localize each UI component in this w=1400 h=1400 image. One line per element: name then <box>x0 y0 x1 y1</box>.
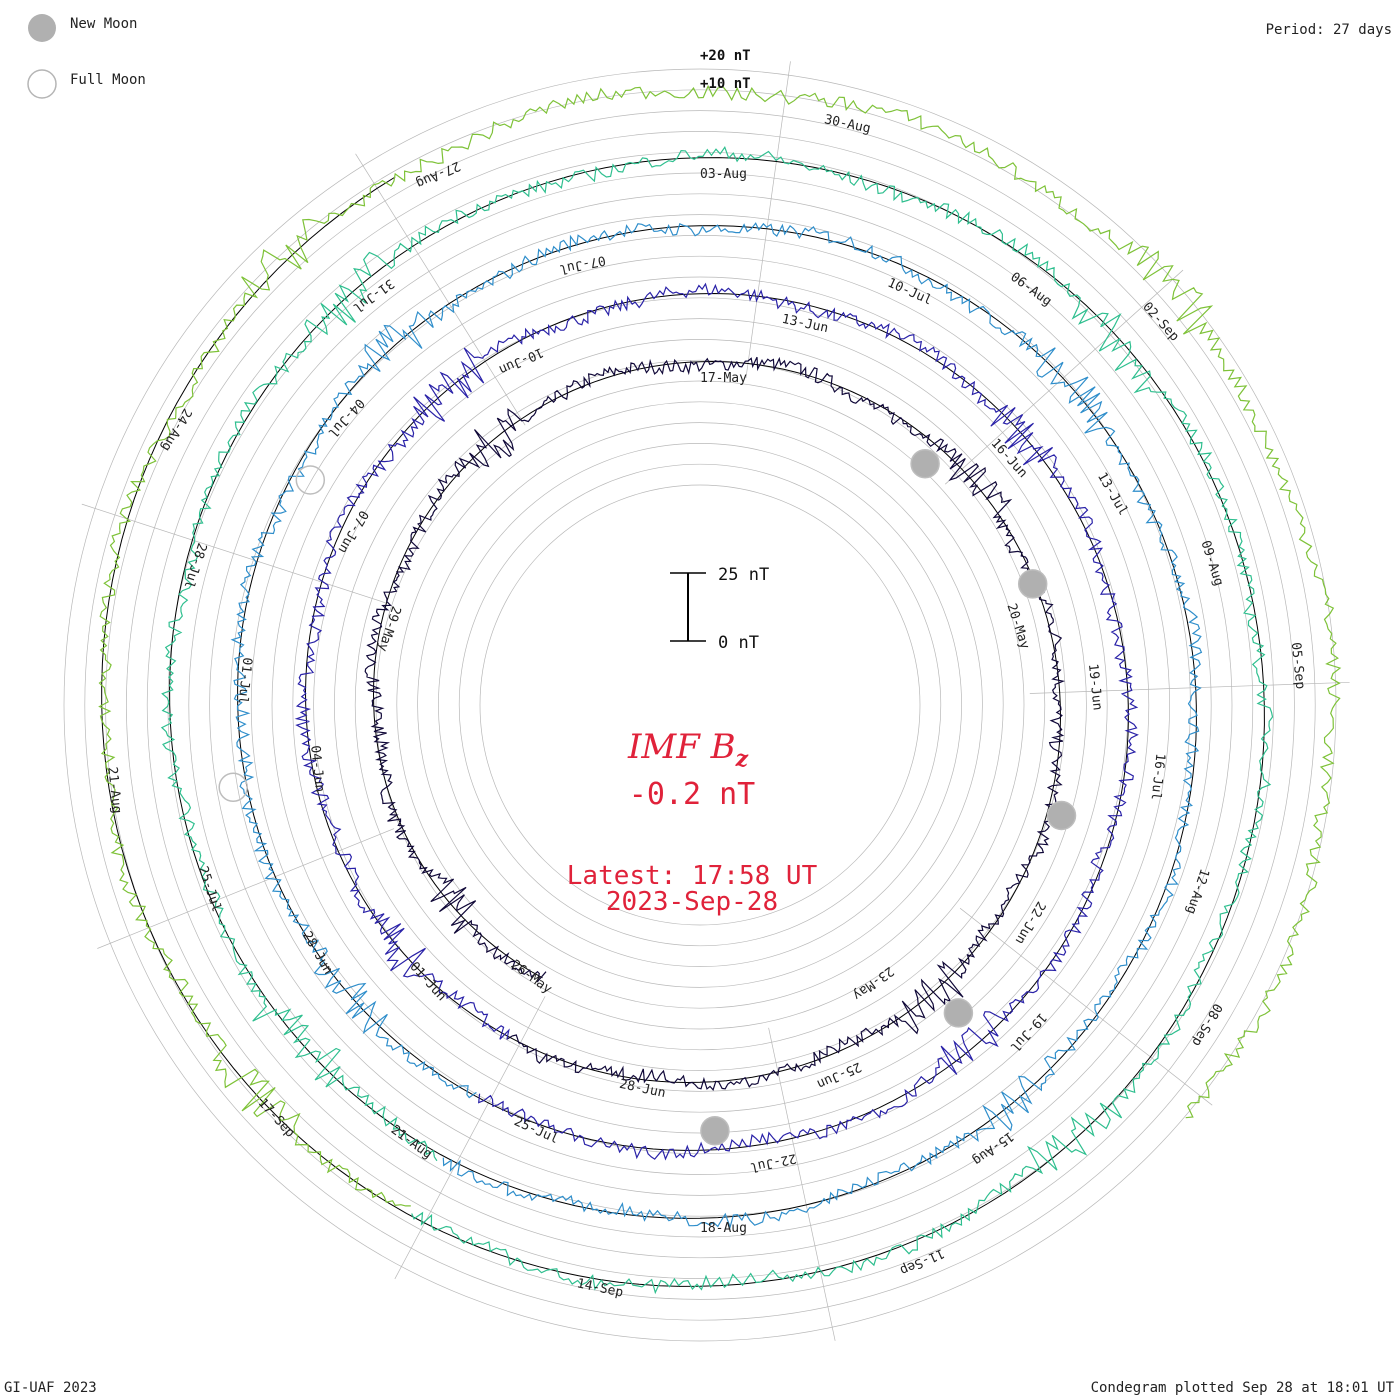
ring-trace <box>160 146 1274 1295</box>
new-moon-marker <box>1017 569 1048 599</box>
date-label: 03-Aug <box>700 167 747 182</box>
grid-spoke <box>945 269 1184 485</box>
scale-label-second: +10 nT <box>700 76 751 92</box>
grid-spoke <box>1029 681 1350 694</box>
center-title-subscript: z <box>735 746 749 772</box>
date-label: 01-Jun <box>406 959 449 1004</box>
grid-circle <box>334 339 1066 1071</box>
center-title: IMF Bz <box>627 727 749 772</box>
grid-circle <box>230 235 1170 1175</box>
date-label: 09-Aug <box>1197 539 1226 588</box>
ring-trace <box>364 356 1066 1091</box>
date-label: 13-Jun <box>780 312 829 336</box>
full-moon-marker <box>295 465 326 495</box>
grid-circle <box>146 151 1254 1259</box>
date-label: 20-May <box>1003 602 1032 651</box>
grid-spoke <box>959 907 1213 1106</box>
scale-label-top: +20 nT <box>700 48 751 64</box>
new-moon-marker <box>1046 800 1077 831</box>
ring-trace <box>98 84 1342 1207</box>
footer-plot-time: Condegram plotted Sep 28 at 18:01 UT <box>1090 1380 1394 1396</box>
new-moon-marker <box>943 998 974 1028</box>
scale-bar-top-label: 25 nT <box>718 565 769 585</box>
grid-circle <box>167 172 1233 1238</box>
date-label: 22-Jul <box>749 1150 798 1174</box>
date-label: 10-Jun <box>496 344 545 377</box>
grid-circle <box>292 297 1108 1113</box>
grid-circle <box>209 214 1191 1196</box>
grid-circle <box>188 193 1212 1217</box>
new-moon-marker <box>700 1115 730 1146</box>
scale-bar-bottom-label: 0 nT <box>718 633 759 653</box>
date-label: 23-May <box>849 963 896 1003</box>
full-moon-marker <box>218 772 248 803</box>
grid-circle <box>458 463 942 947</box>
new-moon-icon <box>28 14 56 42</box>
new-moon-legend-label: New Moon <box>70 16 137 32</box>
date-label: 25-Jun <box>814 1059 863 1092</box>
period-label: Period: 27 days <box>1265 22 1392 38</box>
date-label: 07-Jul <box>558 252 607 276</box>
date-label: 26-May <box>508 957 555 997</box>
date-label: 18-Aug <box>700 1221 747 1236</box>
grid-spoke <box>745 61 791 379</box>
full-moon-icon <box>27 69 57 99</box>
grid-spoke <box>768 1027 836 1341</box>
grid-circle <box>438 443 962 967</box>
grid-circle <box>84 89 1316 1321</box>
date-label: 08-Sep <box>1188 1001 1225 1049</box>
date-label: 25-Jul <box>195 865 224 914</box>
date-label: 30-Aug <box>823 112 872 136</box>
grid-spoke <box>81 503 387 604</box>
full-moon-legend-label: Full Moon <box>70 72 146 88</box>
date-label: 28-Jul <box>180 541 209 590</box>
ring-trace <box>230 222 1203 1229</box>
date-label: 01-Jul <box>235 657 255 705</box>
grid-circle <box>63 68 1337 1342</box>
center-value: -0.2 nT <box>629 777 755 812</box>
date-label: 05-Sep <box>1288 642 1308 690</box>
date-label: 06-Aug <box>1007 270 1054 310</box>
date-label: 16-Jul <box>1148 753 1168 801</box>
date-label: 19-Jun <box>1085 663 1105 711</box>
ring-trace <box>294 282 1139 1161</box>
date-label: 04-Jun <box>307 745 327 793</box>
grid-circle <box>417 422 983 988</box>
date-label: 21-Aug <box>104 766 124 814</box>
grid-circle <box>479 484 921 926</box>
date-label: 29-May <box>374 604 403 653</box>
grid-circle <box>375 380 1025 1030</box>
latest-date: 2023-Sep-28 <box>606 887 778 917</box>
grid-lines <box>63 61 1350 1342</box>
date-label: 25-Jul <box>512 1114 561 1147</box>
date-label: 21-Aug <box>388 1123 435 1163</box>
latest-time: Latest: 17:58 UT <box>567 861 818 891</box>
grid-circle <box>396 401 1004 1009</box>
date-label: 02-Sep <box>1139 300 1182 345</box>
moon-markers <box>218 448 1077 1146</box>
new-moon-marker <box>910 448 940 479</box>
center-title-main: IMF B <box>627 727 736 767</box>
date-label: 28-Jun <box>618 1077 667 1101</box>
grid-circle <box>271 276 1129 1134</box>
footer-credit: GI-UAF 2023 <box>4 1380 97 1396</box>
scale-bar <box>670 572 706 642</box>
grid-circle <box>354 359 1046 1051</box>
date-label: 14-Sep <box>575 1276 624 1300</box>
grid-spoke <box>97 828 395 949</box>
grid-circle <box>250 255 1150 1155</box>
grid-circle <box>105 110 1295 1300</box>
grid-circle <box>126 131 1274 1279</box>
date-label: 17-May <box>700 371 747 386</box>
date-label: 19-Jul <box>1007 1009 1050 1054</box>
date-label: 12-Aug <box>1183 867 1212 916</box>
grid-spoke <box>355 153 526 426</box>
date-label: 13-Jul <box>1094 470 1130 518</box>
grid-circle <box>313 318 1087 1092</box>
data-traces <box>98 84 1342 1295</box>
